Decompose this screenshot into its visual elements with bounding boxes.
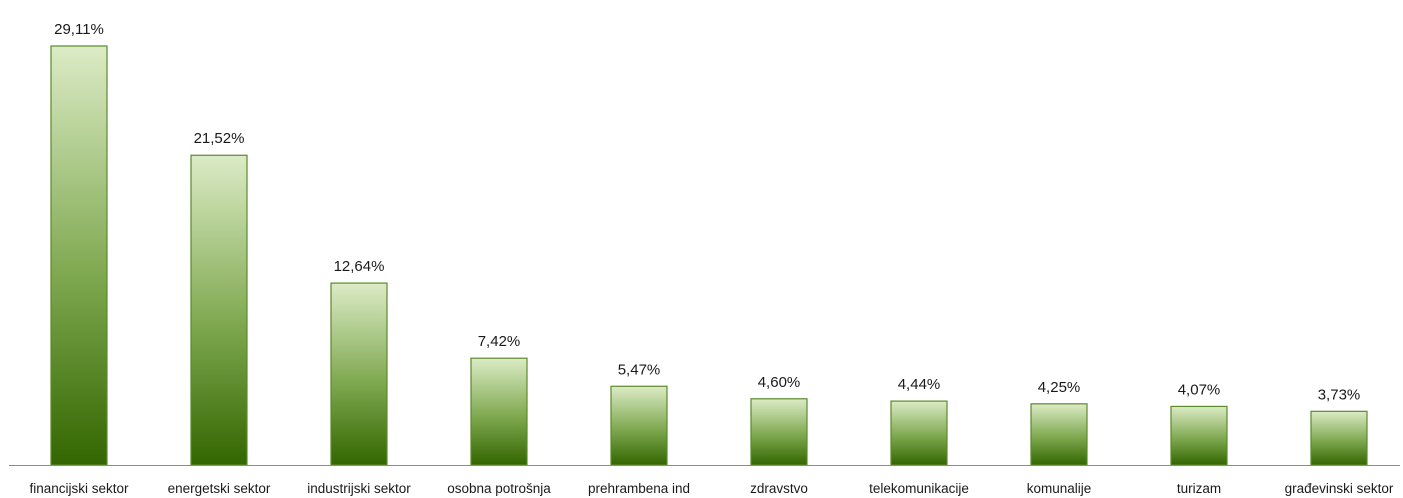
- category-label-0: financijski sektor: [29, 481, 129, 496]
- data-label-6: 4,44%: [898, 376, 941, 393]
- category-label-2: industrijski sektor: [307, 481, 411, 496]
- data-label-2: 12,64%: [334, 258, 385, 275]
- data-label-0: 29,11%: [54, 21, 104, 38]
- data-label-5: 4,60%: [758, 374, 801, 391]
- category-label-7: komunalije: [1027, 481, 1092, 496]
- category-label-3: osobna potrošnja: [447, 481, 551, 496]
- bar-1: [190, 154, 248, 466]
- category-label-5: zdravstvo: [750, 481, 808, 496]
- bar-7: [1030, 403, 1088, 466]
- data-label-9: 3,73%: [1318, 386, 1361, 403]
- data-labels-group: 29,11% 21,52% 12,64% 7,42% 5,47% 4,60% 4,44% 4,…: [54, 21, 1360, 403]
- bar-9: [1310, 410, 1368, 466]
- data-label-7: 4,25%: [1038, 379, 1081, 396]
- category-label-9: građevinski sektor: [1285, 481, 1394, 496]
- category-labels-group: financijski sektor energetski sektor indus…: [29, 481, 1393, 496]
- bar-6: [890, 400, 948, 466]
- data-label-8: 4,07%: [1178, 381, 1221, 398]
- category-label-4: prehrambena ind: [588, 481, 690, 496]
- data-label-3: 7,42%: [478, 333, 521, 350]
- category-label-8: turizam: [1177, 481, 1221, 496]
- bar-3: [470, 357, 528, 466]
- data-label-1: 21,52%: [194, 130, 245, 147]
- data-label-4: 5,47%: [618, 361, 661, 378]
- bar-0: [50, 45, 108, 466]
- bar-5: [750, 398, 808, 466]
- bar-4: [610, 385, 668, 466]
- bars-group: [50, 45, 1368, 466]
- bar-2: [330, 282, 388, 466]
- category-label-6: telekomunikacije: [869, 481, 969, 496]
- bar-8: [1170, 405, 1228, 466]
- category-label-1: energetski sektor: [168, 481, 271, 496]
